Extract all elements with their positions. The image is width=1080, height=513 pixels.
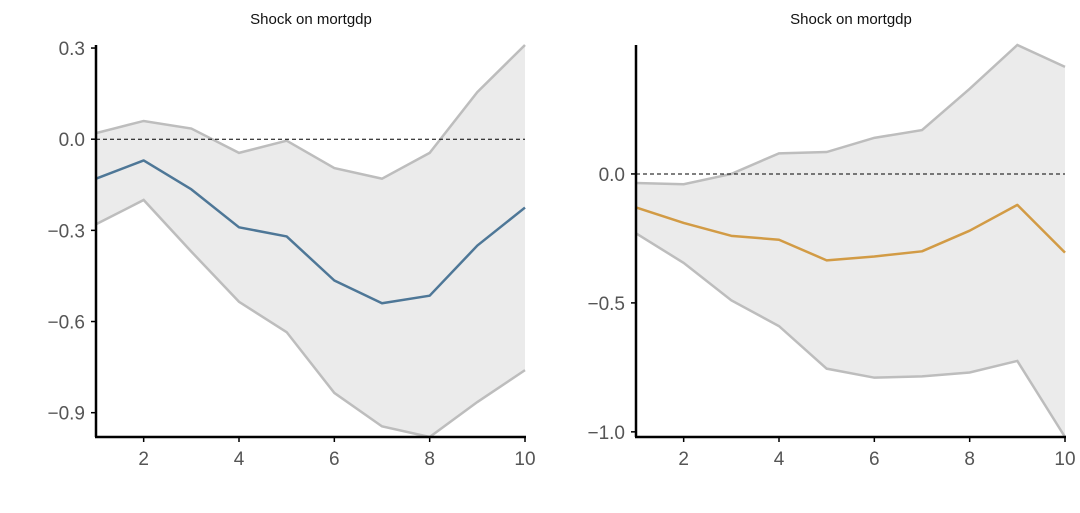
lower-band-line: [95, 198, 526, 439]
confidence-band: [96, 45, 525, 437]
x-tick-label: 10: [1054, 449, 1075, 470]
x-tick-label: 2: [138, 449, 149, 470]
y-tick-label: −0.9: [47, 404, 85, 425]
impulse-response-line: [95, 159, 526, 305]
chart-panel-right: Shock on mortgdp 0.0 −0.5 −1.0 2 4 6 8 10: [587, 11, 1075, 470]
chart-title: Shock on mortgdp: [790, 11, 912, 28]
upper-band-line: [95, 44, 526, 181]
x-tick-label: 6: [329, 449, 340, 470]
x-tick-label: 8: [424, 449, 435, 470]
confidence-band: [636, 45, 1065, 437]
chart-title: Shock on mortgdp: [250, 11, 372, 28]
x-tick-label: 2: [678, 449, 689, 470]
y-tick-label: −0.6: [47, 313, 85, 334]
y-tick-label: 0.3: [59, 39, 85, 60]
y-tick-label: 0.0: [599, 165, 625, 186]
impulse-response-line: [635, 203, 1066, 262]
x-tick-label: 10: [514, 449, 535, 470]
x-tick-label: 4: [774, 449, 785, 470]
x-tick-label: 8: [964, 449, 975, 470]
x-tick-label: 6: [869, 449, 880, 470]
y-tick-label: −1.0: [587, 423, 625, 444]
upper-band-line: [635, 43, 1066, 186]
lower-band-line: [635, 232, 1067, 438]
chart-panel-left: Shock on mortgdp 0.3 0.0 −0.3 −0.6 −0.9 2 4 6 8 1…: [47, 11, 535, 470]
x-tick-label: 4: [234, 449, 245, 470]
y-tick-label: −0.5: [587, 294, 625, 315]
y-tick-label: 0.0: [59, 130, 85, 151]
y-tick-label: −0.3: [47, 221, 85, 242]
